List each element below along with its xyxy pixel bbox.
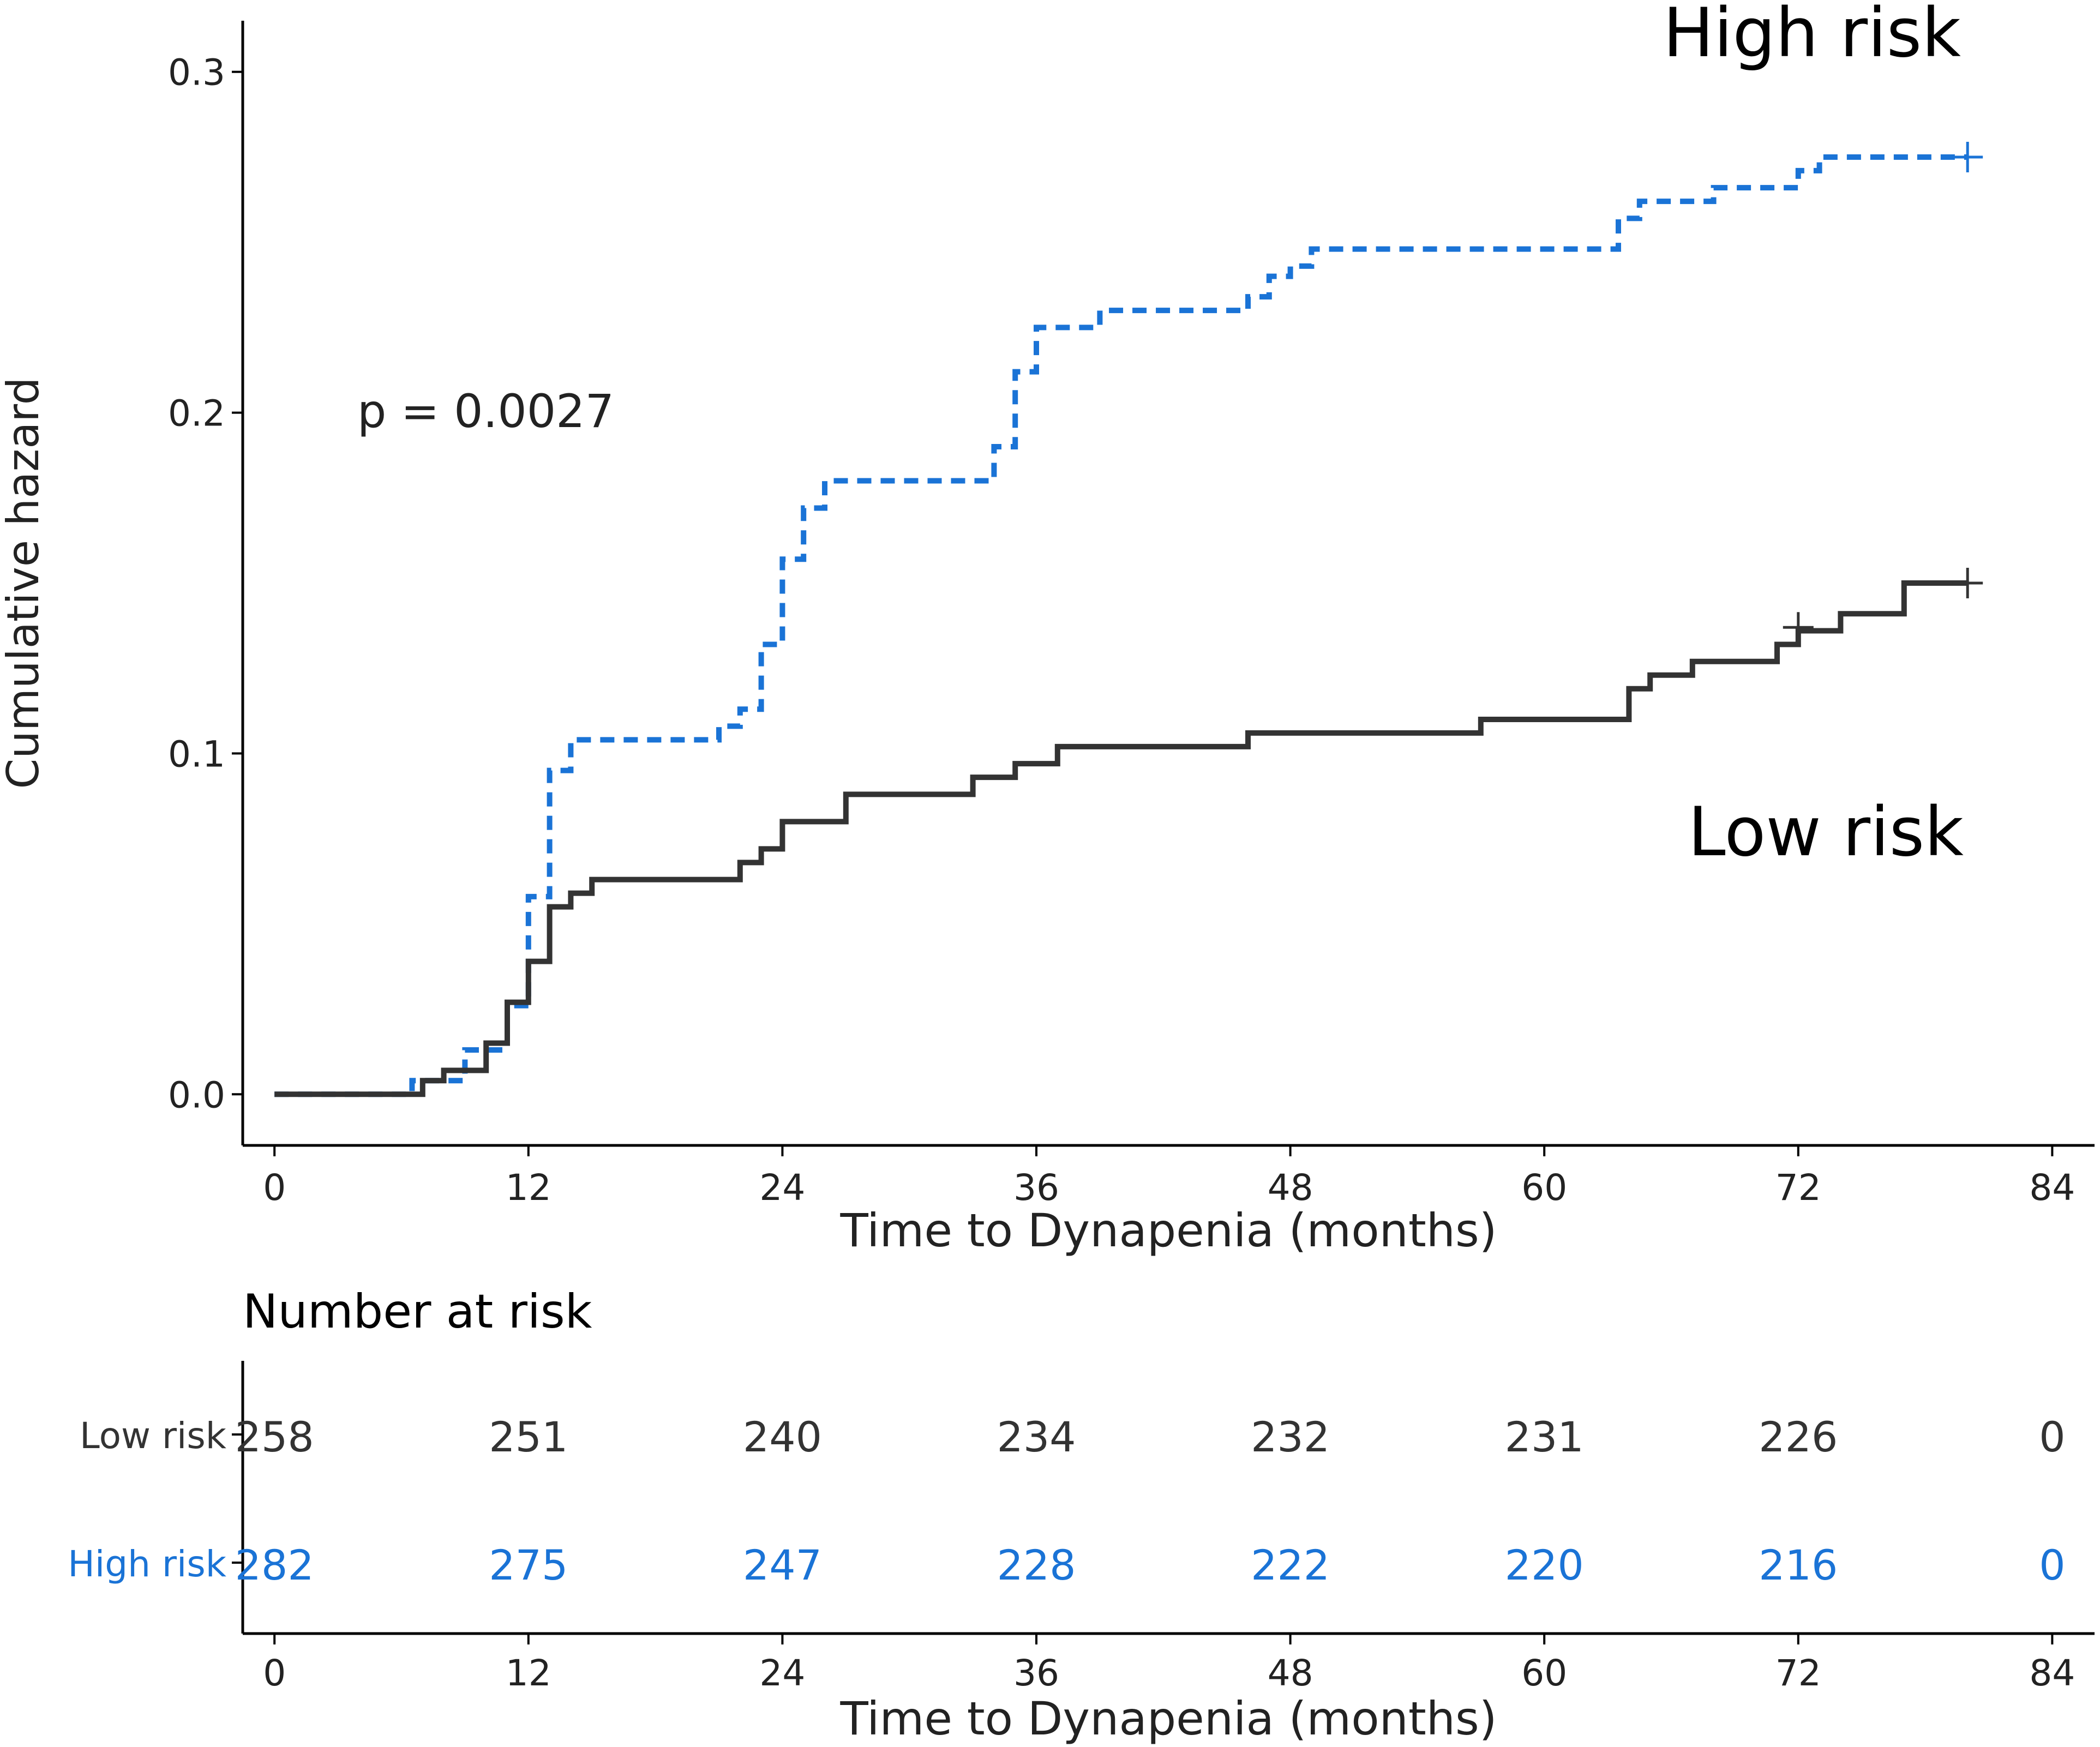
- p-value-annotation: p = 0.0027: [357, 385, 614, 438]
- risk-count: 0: [2039, 1413, 2065, 1461]
- x-tick-label: 84: [2029, 1167, 2075, 1209]
- risk-x-tick-label: 12: [506, 1652, 551, 1694]
- risk-row-label: High risk: [68, 1543, 227, 1585]
- x-axis-label: Time to Dynapenia (months): [839, 1204, 1497, 1257]
- y-tick-label: 0.3: [168, 52, 225, 94]
- x-tick-label: 60: [1521, 1167, 1567, 1209]
- y-tick-label: 0.1: [168, 733, 225, 775]
- x-tick-label: 48: [1268, 1167, 1313, 1209]
- series-layer: [274, 141, 1983, 1097]
- risk-x-tick-label: 0: [263, 1652, 286, 1694]
- risk-x-tick-label: 72: [1775, 1652, 1821, 1694]
- risk-count: 231: [1505, 1413, 1584, 1461]
- risk-count: 0: [2039, 1541, 2065, 1589]
- y-axis-label: Cumulative hazard: [0, 377, 49, 789]
- series-label-high-risk: High risk: [1663, 0, 1961, 73]
- risk-count: 282: [235, 1541, 314, 1589]
- risk-row-label: Low risk: [80, 1415, 227, 1457]
- risk-table-title: Number at risk: [243, 1284, 592, 1339]
- risk-count: 216: [1759, 1541, 1838, 1589]
- risk-count: 232: [1251, 1413, 1330, 1461]
- risk-x-tick-label: 24: [759, 1652, 805, 1694]
- x-tick-label: 24: [759, 1167, 805, 1209]
- y-tick-label: 0.0: [168, 1074, 225, 1116]
- x-tick-label: 72: [1775, 1167, 1821, 1209]
- risk-count: 228: [997, 1541, 1076, 1589]
- risk-count: 222: [1251, 1541, 1330, 1589]
- risk-count: 220: [1505, 1541, 1584, 1589]
- risk-count: 251: [489, 1413, 568, 1461]
- risk-count: 247: [743, 1541, 822, 1589]
- censor-mark: [1783, 612, 1814, 643]
- risk-table: Number at risk Low risk 258 251 240 234 232 23…: [68, 1284, 2095, 1745]
- censor-mark: [1952, 568, 1983, 598]
- risk-count: 275: [489, 1541, 568, 1589]
- series-line-low-risk: [274, 580, 1968, 1097]
- risk-table-x-axis-label: Time to Dynapenia (months): [839, 1692, 1497, 1745]
- risk-count: 258: [235, 1413, 314, 1461]
- y-tick-label: 0.2: [168, 393, 225, 435]
- series-line-high-risk: [274, 154, 1968, 1097]
- main-y-ticks: 0.0 0.1 0.2 0.3: [168, 52, 243, 1116]
- risk-x-tick-label: 60: [1521, 1652, 1567, 1694]
- x-tick-label: 12: [506, 1167, 551, 1209]
- risk-x-tick-label: 36: [1013, 1652, 1059, 1694]
- x-tick-label: 0: [263, 1167, 286, 1209]
- censor-mark: [1952, 141, 1983, 172]
- main-x-ticks: 0 12 24 36 48 60 72 84: [263, 1145, 2075, 1209]
- main-plot: 0 12 24 36 48 60 72 84 0.0 0.1 0.2 0.3 Time to Dyn…: [0, 0, 2095, 1257]
- risk-x-tick-label: 84: [2029, 1652, 2075, 1694]
- risk-x-tick-label: 48: [1268, 1652, 1313, 1694]
- risk-count: 234: [997, 1413, 1076, 1461]
- risk-count: 240: [743, 1413, 822, 1461]
- series-label-low-risk: Low risk: [1688, 793, 1964, 872]
- x-tick-label: 36: [1013, 1167, 1059, 1209]
- risk-table-x-ticks: 0 12 24 36 48 60 72 84: [263, 1634, 2075, 1694]
- risk-count: 226: [1759, 1413, 1838, 1461]
